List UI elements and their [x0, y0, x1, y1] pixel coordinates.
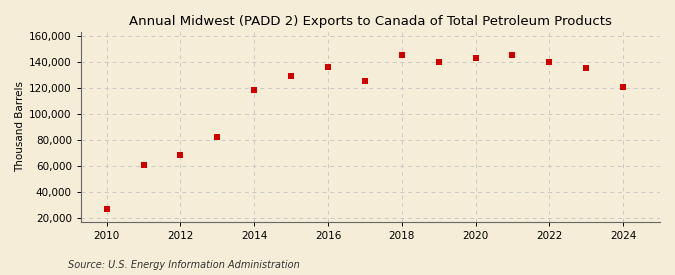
Point — [101, 207, 112, 211]
Point — [396, 53, 407, 57]
Point — [433, 60, 444, 64]
Point — [360, 79, 371, 84]
Point — [507, 53, 518, 57]
Point — [470, 56, 481, 60]
Point — [249, 88, 260, 93]
Point — [544, 60, 555, 64]
Y-axis label: Thousand Barrels: Thousand Barrels — [15, 81, 25, 172]
Point — [212, 135, 223, 139]
Point — [138, 162, 149, 167]
Point — [175, 153, 186, 158]
Point — [323, 65, 333, 69]
Title: Annual Midwest (PADD 2) Exports to Canada of Total Petroleum Products: Annual Midwest (PADD 2) Exports to Canad… — [129, 15, 612, 28]
Text: Source: U.S. Energy Information Administration: Source: U.S. Energy Information Administ… — [68, 260, 299, 270]
Point — [580, 66, 591, 71]
Point — [618, 84, 628, 89]
Point — [286, 74, 296, 78]
